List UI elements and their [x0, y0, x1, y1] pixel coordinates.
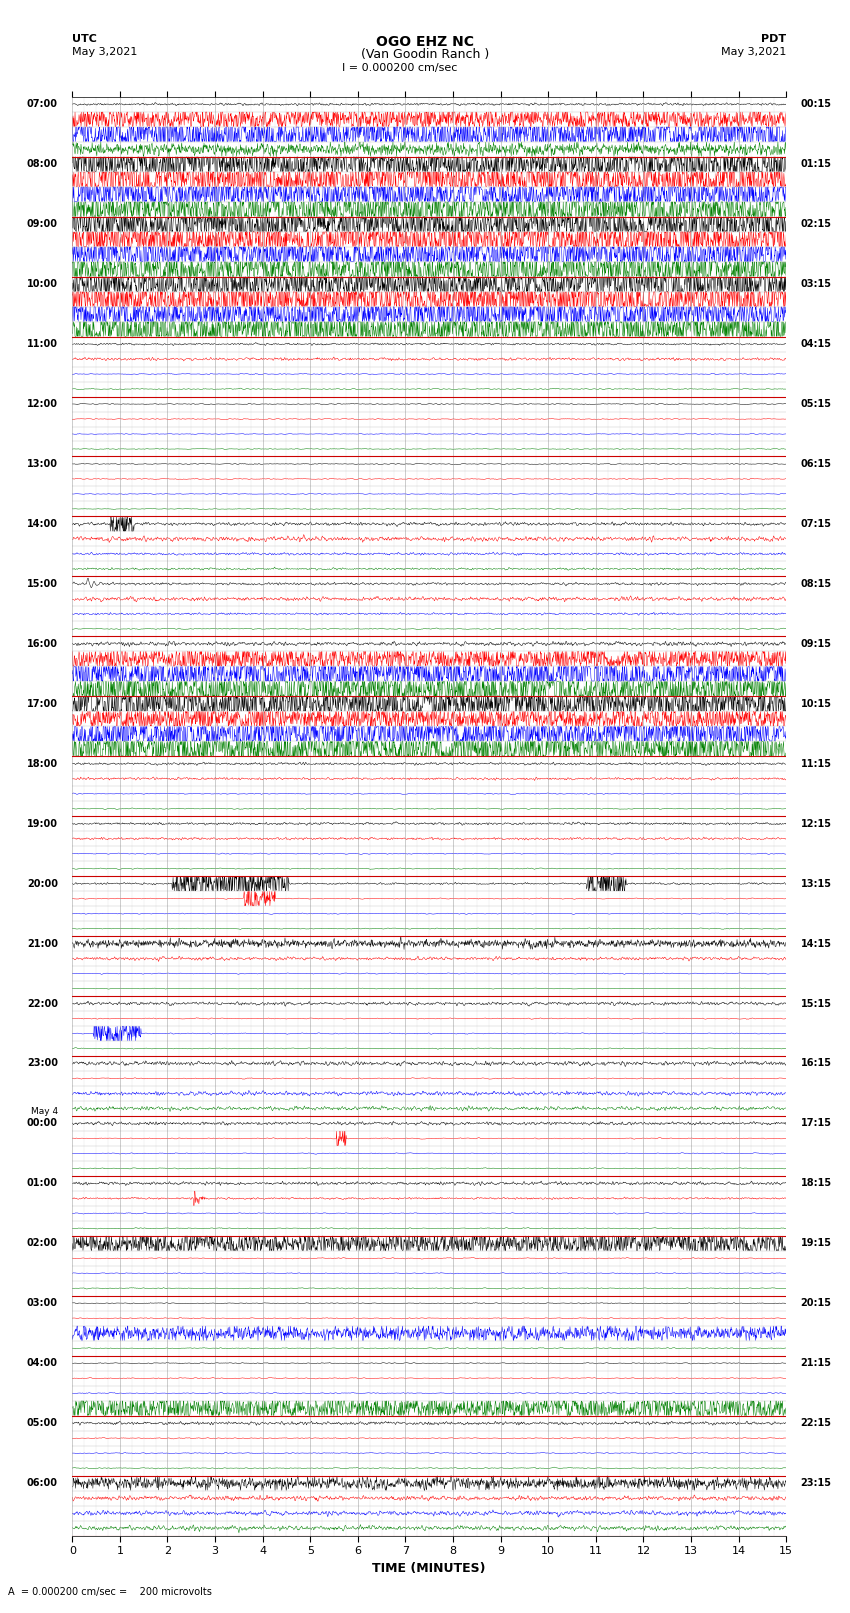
Text: 08:00: 08:00 — [27, 160, 58, 169]
Text: 23:15: 23:15 — [801, 1478, 831, 1489]
Text: 18:00: 18:00 — [27, 758, 58, 769]
Text: 05:00: 05:00 — [27, 1418, 58, 1428]
Text: UTC: UTC — [72, 34, 97, 44]
Text: 18:15: 18:15 — [801, 1179, 831, 1189]
Text: 22:00: 22:00 — [27, 998, 58, 1008]
Text: 13:00: 13:00 — [27, 460, 58, 469]
Text: 16:15: 16:15 — [801, 1058, 831, 1068]
Text: 17:00: 17:00 — [27, 698, 58, 708]
Text: 19:00: 19:00 — [27, 819, 58, 829]
Text: 21:00: 21:00 — [27, 939, 58, 948]
Text: 10:15: 10:15 — [801, 698, 831, 708]
Text: 06:00: 06:00 — [27, 1478, 58, 1489]
Text: 16:00: 16:00 — [27, 639, 58, 648]
Text: 12:15: 12:15 — [801, 819, 831, 829]
Text: 11:15: 11:15 — [801, 758, 831, 769]
Text: 12:00: 12:00 — [27, 398, 58, 410]
Text: 20:15: 20:15 — [801, 1298, 831, 1308]
Text: 14:00: 14:00 — [27, 519, 58, 529]
Text: 02:15: 02:15 — [801, 219, 831, 229]
Text: 14:15: 14:15 — [801, 939, 831, 948]
Text: A  = 0.000200 cm/sec =    200 microvolts: A = 0.000200 cm/sec = 200 microvolts — [8, 1587, 212, 1597]
Text: 01:15: 01:15 — [801, 160, 831, 169]
Text: 17:15: 17:15 — [801, 1118, 831, 1129]
Text: 19:15: 19:15 — [801, 1239, 831, 1248]
Text: PDT: PDT — [761, 34, 786, 44]
Text: 00:15: 00:15 — [801, 100, 831, 110]
Text: May 3,2021: May 3,2021 — [721, 47, 786, 56]
Text: 03:15: 03:15 — [801, 279, 831, 289]
Text: 23:00: 23:00 — [27, 1058, 58, 1068]
Text: May 3,2021: May 3,2021 — [72, 47, 138, 56]
Text: OGO EHZ NC: OGO EHZ NC — [376, 35, 474, 50]
Text: 15:15: 15:15 — [801, 998, 831, 1008]
Text: 21:15: 21:15 — [801, 1358, 831, 1368]
Text: 13:15: 13:15 — [801, 879, 831, 889]
Text: 04:15: 04:15 — [801, 339, 831, 348]
Text: 00:00: 00:00 — [27, 1118, 58, 1129]
Text: (Van Goodin Ranch ): (Van Goodin Ranch ) — [361, 48, 489, 61]
Text: 08:15: 08:15 — [801, 579, 831, 589]
Text: 09:15: 09:15 — [801, 639, 831, 648]
Text: 15:00: 15:00 — [27, 579, 58, 589]
Text: 01:00: 01:00 — [27, 1179, 58, 1189]
Text: 07:15: 07:15 — [801, 519, 831, 529]
Text: 05:15: 05:15 — [801, 398, 831, 410]
Text: 03:00: 03:00 — [27, 1298, 58, 1308]
Text: 22:15: 22:15 — [801, 1418, 831, 1428]
Text: 11:00: 11:00 — [27, 339, 58, 348]
Text: 20:00: 20:00 — [27, 879, 58, 889]
Text: 10:00: 10:00 — [27, 279, 58, 289]
Text: 09:00: 09:00 — [27, 219, 58, 229]
Text: May 4: May 4 — [31, 1107, 58, 1116]
Text: 07:00: 07:00 — [27, 100, 58, 110]
Text: 04:00: 04:00 — [27, 1358, 58, 1368]
Text: 06:15: 06:15 — [801, 460, 831, 469]
Text: 02:00: 02:00 — [27, 1239, 58, 1248]
X-axis label: TIME (MINUTES): TIME (MINUTES) — [372, 1561, 486, 1574]
Text: I = 0.000200 cm/sec: I = 0.000200 cm/sec — [342, 63, 457, 73]
